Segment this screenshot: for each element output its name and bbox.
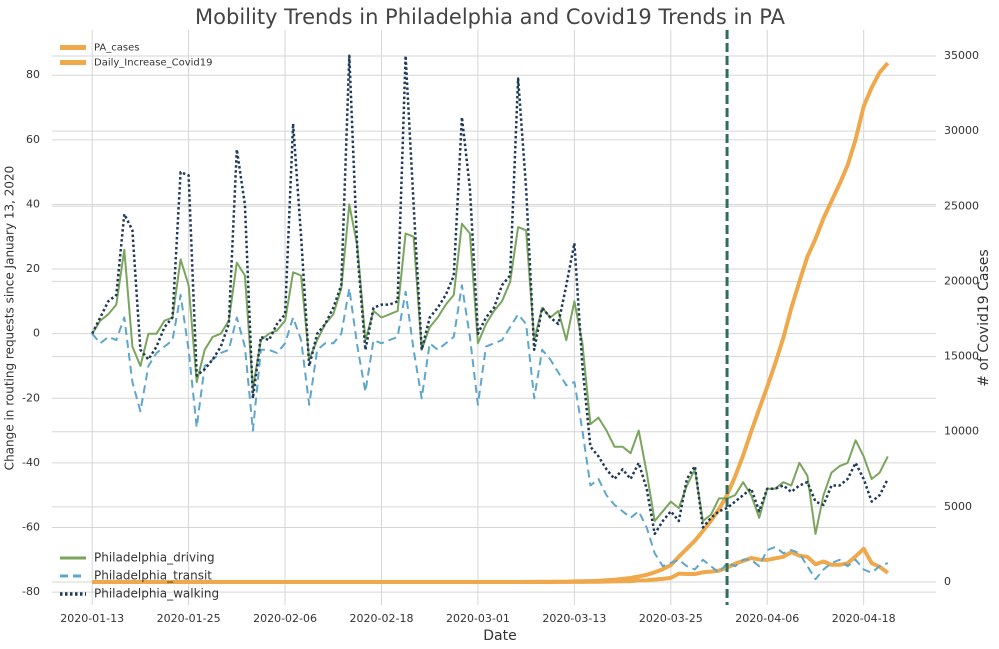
x-tick-label: 2020-04-18 [832, 612, 896, 625]
series-line [91, 203, 889, 535]
series-line [92, 546, 889, 584]
legends: PA_cases Daily_Increase_Covid19 Philadelph… [60, 43, 219, 601]
y2-tick-label: 30000 [944, 124, 979, 137]
x-tick-label: 2020-03-13 [542, 612, 606, 625]
y2-tick-label: 15000 [944, 350, 979, 363]
x-tick-label: 2020-03-01 [446, 612, 510, 625]
y2-tick-label: 20000 [944, 274, 979, 287]
legend-label: Philadelphia_transit [94, 569, 212, 583]
legend-label: Daily_Increase_Covid19 [94, 58, 213, 69]
series-line [91, 284, 889, 581]
y-tick-label: 40 [26, 197, 40, 210]
y-tick-label: -60 [22, 520, 40, 533]
y-tick-label: 20 [26, 262, 40, 275]
x-tick-label: 2020-02-18 [350, 612, 414, 625]
y-tick-label: -80 [22, 585, 40, 598]
y2-tick-label: 10000 [944, 425, 979, 438]
y-tick-label: 0 [33, 327, 40, 340]
y-tick-label: 80 [26, 68, 40, 81]
legend-label: Philadelphia_driving [94, 551, 215, 565]
y-tick-label: -40 [22, 456, 40, 469]
x-axis-label: Date [483, 628, 516, 644]
y-axis-label: Change in routing requests since January… [3, 166, 17, 471]
chart-title: Mobility Trends in Philadelphia and Covi… [195, 5, 786, 29]
series-line [91, 54, 889, 536]
x-tick-label: 2020-02-06 [253, 612, 317, 625]
y-tick-label: 60 [26, 133, 40, 146]
series-line [92, 61, 890, 584]
x-tick-label: 2020-01-13 [60, 612, 124, 625]
grid [52, 30, 936, 605]
lines [91, 30, 890, 605]
legend-label: PA_cases [94, 43, 139, 54]
y2-tick-label: 25000 [944, 199, 979, 212]
x-tick-label: 2020-04-06 [735, 612, 799, 625]
y2-axis-label: # of Covid19 Cases [976, 249, 992, 386]
y2-tick-label: 35000 [944, 49, 979, 62]
x-tick-label: 2020-01-25 [157, 612, 221, 625]
y-tick-label: -20 [22, 391, 40, 404]
legend-label: Philadelphia_walking [94, 587, 219, 601]
y2-tick-label: 0 [944, 575, 951, 588]
x-tick-label: 2020-03-25 [639, 612, 703, 625]
y2-tick-label: 5000 [944, 500, 972, 513]
